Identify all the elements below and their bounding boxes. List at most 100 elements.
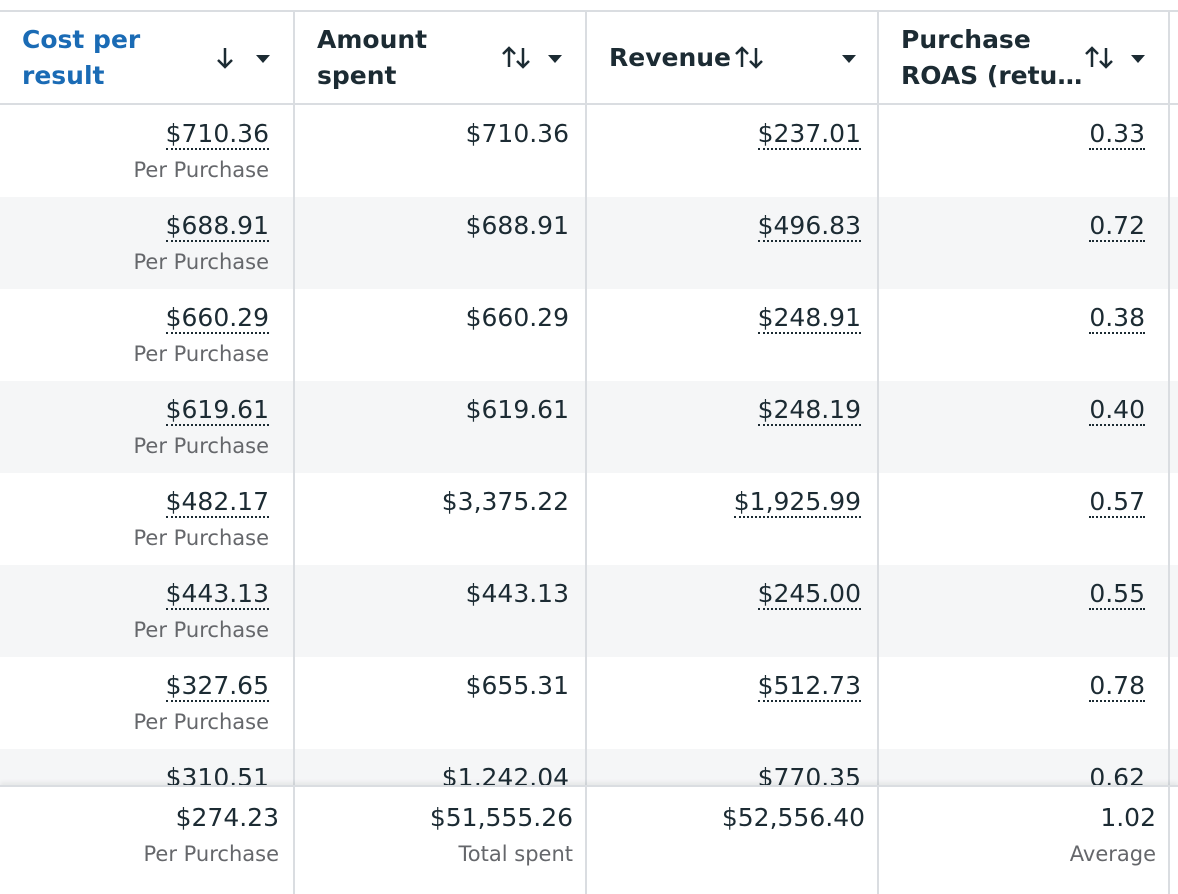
revenue-cell: $1,925.99 [587, 473, 879, 565]
revenue-cell: $496.83 [587, 197, 879, 289]
cost-cell: $482.17 Per Purchase [0, 473, 295, 565]
roas-cell: 0.78 [879, 657, 1170, 749]
amount-value: $1,242.04 [441, 763, 569, 785]
cost-value[interactable]: $619.61 [165, 395, 269, 426]
edge [1170, 565, 1178, 657]
sort-icons [217, 47, 270, 69]
cost-value[interactable]: $660.29 [165, 303, 269, 334]
footer-value: $274.23 [175, 803, 279, 832]
roas-cell: 0.57 [879, 473, 1170, 565]
cost-cell: $310.51Per Purchase [0, 749, 295, 785]
edge [1170, 197, 1178, 289]
revenue-cell: $245.00 [587, 565, 879, 657]
edge [1170, 787, 1178, 894]
footer-cell: 1.02 Average [879, 787, 1170, 894]
table-body: $710.36 Per Purchase $710.36 $237.01 0.33 $68… [0, 105, 1178, 785]
cost-cell: $688.91 Per Purchase [0, 197, 295, 289]
header-label: Cost per result [22, 24, 141, 90]
header-cell[interactable]: Purchase ROAS (retu… [879, 12, 1170, 103]
roas-cell: 0.38 [879, 289, 1170, 381]
sort-icon [735, 45, 763, 69]
cost-value[interactable]: $443.13 [165, 579, 269, 610]
cost-value[interactable]: $310.51 [165, 763, 269, 785]
roas-cell: 0.33 [879, 105, 1170, 197]
roas-value[interactable]: 0.78 [1089, 671, 1145, 702]
amount-cell: $688.91 [295, 197, 587, 289]
roas-cell: 0.55 [879, 565, 1170, 657]
result-type: Per Purchase [133, 434, 269, 458]
header-label: Purchase ROAS (retu… [901, 24, 1083, 90]
table-row: $310.51Per Purchase $1,242.04 $770.35 0.62 [0, 749, 1178, 785]
footer-value: 1.02 [1100, 803, 1156, 832]
revenue-value[interactable]: $248.91 [757, 303, 861, 334]
footer-cell: $51,555.26 Total spent [295, 787, 587, 894]
revenue-cell: $237.01 [587, 105, 879, 197]
result-type: Per Purchase [133, 158, 269, 182]
amount-cell: $710.36 [295, 105, 587, 197]
revenue-value[interactable]: $1,925.99 [733, 487, 861, 518]
roas-value[interactable]: 0.33 [1089, 119, 1145, 150]
revenue-value[interactable]: $248.19 [757, 395, 861, 426]
header-label: Revenue [609, 42, 732, 72]
roas-cell: 0.40 [879, 381, 1170, 473]
cost-value[interactable]: $688.91 [165, 211, 269, 242]
table-row: $482.17 Per Purchase $3,375.22 $1,925.99 0.5… [0, 473, 1178, 565]
revenue-value[interactable]: $512.73 [757, 671, 861, 702]
amount-cell: $3,375.22 [295, 473, 587, 565]
amount-value: $660.29 [465, 303, 569, 332]
cost-value[interactable]: $710.36 [165, 119, 269, 150]
amount-cell: $443.13 [295, 565, 587, 657]
cost-value[interactable]: $327.65 [165, 671, 269, 702]
amount-cell: $619.61 [295, 381, 587, 473]
table-row: $619.61 Per Purchase $619.61 $248.19 0.40 [0, 381, 1178, 473]
edge [1170, 12, 1178, 103]
footer-cell: $274.23 Per Purchase [0, 787, 295, 894]
header-cell[interactable]: Cost per result [0, 12, 295, 103]
footer-note: Per Purchase [143, 842, 279, 866]
edge [1170, 749, 1178, 785]
amount-value: $688.91 [465, 211, 569, 240]
revenue-value[interactable]: $496.83 [757, 211, 861, 242]
edge [1170, 105, 1178, 197]
amount-value: $3,375.22 [441, 487, 569, 516]
cost-cell: $619.61 Per Purchase [0, 381, 295, 473]
cost-value[interactable]: $482.17 [165, 487, 269, 518]
header-cell[interactable]: Revenue [587, 12, 879, 103]
roas-value[interactable]: 0.62 [1089, 763, 1145, 785]
sort-icons [502, 45, 562, 69]
footer-note: Total spent [458, 842, 573, 866]
table-row: $688.91 Per Purchase $688.91 $496.83 0.72 [0, 197, 1178, 289]
table-header: Cost per result Amount spent Revenue Pur… [0, 10, 1178, 105]
amount-cell: $655.31 [295, 657, 587, 749]
edge [1170, 657, 1178, 749]
dropdown-caret [842, 54, 856, 63]
revenue-value[interactable]: $245.00 [757, 579, 861, 610]
result-type: Per Purchase [133, 526, 269, 550]
revenue-value[interactable]: $237.01 [757, 119, 861, 150]
amount-value: $710.36 [465, 119, 569, 148]
cost-cell: $327.65 Per Purchase [0, 657, 295, 749]
header-cell[interactable]: Amount spent [295, 12, 587, 103]
sort-icons [1085, 45, 1145, 69]
revenue-value[interactable]: $770.35 [757, 763, 861, 785]
roas-cell: 0.62 [879, 749, 1170, 785]
result-type: Per Purchase [133, 342, 269, 366]
edge [1170, 289, 1178, 381]
cost-cell: $443.13 Per Purchase [0, 565, 295, 657]
revenue-cell: $248.19 [587, 381, 879, 473]
footer-note: Average [1069, 842, 1156, 866]
edge [1170, 473, 1178, 565]
roas-value[interactable]: 0.72 [1089, 211, 1145, 242]
revenue-cell: $512.73 [587, 657, 879, 749]
cost-cell: $660.29 Per Purchase [0, 289, 295, 381]
result-type: Per Purchase [133, 618, 269, 642]
result-type: Per Purchase [133, 250, 269, 274]
roas-value[interactable]: 0.40 [1089, 395, 1145, 426]
amount-value: $443.13 [465, 579, 569, 608]
result-type: Per Purchase [133, 710, 269, 734]
roas-value[interactable]: 0.57 [1089, 487, 1145, 518]
roas-value[interactable]: 0.55 [1089, 579, 1145, 610]
footer-value: $51,555.26 [429, 803, 573, 832]
roas-value[interactable]: 0.38 [1089, 303, 1145, 334]
